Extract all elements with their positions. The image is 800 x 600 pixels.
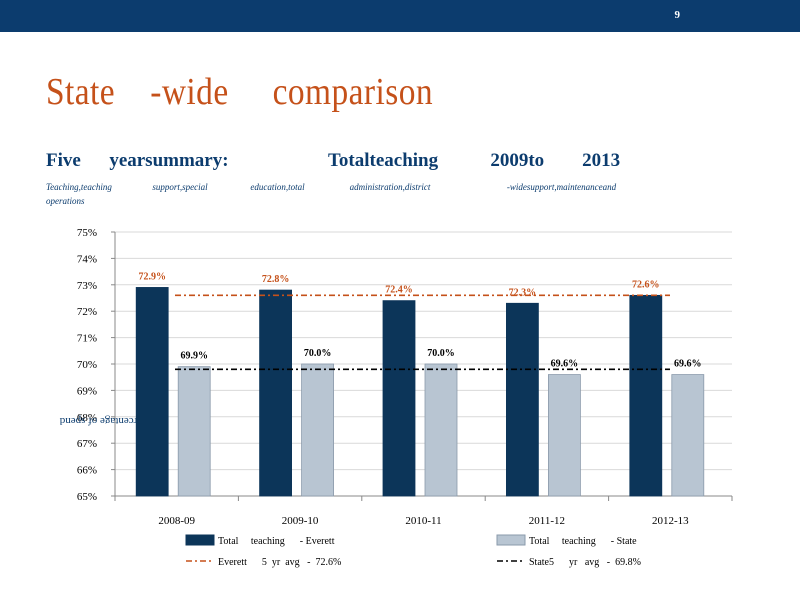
y-tick-label: 75% (77, 227, 97, 239)
bar-state (548, 374, 581, 497)
x-tick-label: 2011-12 (529, 515, 565, 527)
data-label: 70.0% (427, 348, 455, 359)
y-tick-label: 67% (77, 438, 97, 450)
y-tick-label: 69% (77, 385, 97, 397)
y-tick-label: 72% (77, 306, 97, 318)
y-tick-label: 66% (77, 465, 97, 477)
bar-everett (135, 287, 169, 497)
legend-label-everett-avg: Everett 5 yr avg - 72.6% (218, 557, 341, 568)
data-label: 72.9% (138, 271, 166, 282)
bar-everett (382, 300, 416, 497)
data-label: 69.9% (180, 351, 208, 362)
legend-swatch-everett (185, 534, 215, 546)
legend-label-everett: Total teaching - Everett (218, 536, 335, 547)
header-bar: 9 (0, 0, 800, 32)
slide-title: State -wide comparison (46, 71, 434, 113)
data-label: 69.6% (674, 359, 702, 370)
legend-label-state-avg: State5 yr avg - 69.8% (529, 557, 641, 568)
data-label: 70.0% (304, 348, 332, 359)
y-tick-label: 73% (77, 280, 97, 292)
y-axis-label: Percentage of spend (59, 415, 148, 427)
legend-label-state: Total teaching - State (529, 536, 637, 547)
bar-state (424, 363, 458, 497)
y-tick-label: 68% (77, 412, 97, 424)
x-tick-label: 2012-13 (652, 515, 689, 527)
y-tick-label: 65% (77, 491, 97, 503)
data-label: 72.6% (632, 279, 660, 290)
legend-swatch-state (496, 534, 526, 546)
chart-caption: Teaching,teaching support,special educat… (46, 182, 617, 206)
x-tick-label: 2009-10 (282, 515, 319, 527)
data-label: 69.6% (551, 359, 579, 370)
bar-state (177, 366, 211, 497)
data-label: 72.8% (262, 274, 290, 285)
page-number: 9 (674, 9, 681, 21)
x-tick-label: 2008-09 (158, 515, 195, 527)
bar-state (671, 374, 705, 497)
bar-state (301, 363, 335, 497)
x-tick-label: 2010-11 (405, 515, 441, 527)
bar-everett (629, 294, 663, 497)
data-label: 72.4% (385, 285, 413, 296)
bar-everett (505, 302, 539, 497)
bar-everett (259, 289, 293, 497)
y-tick-label: 74% (77, 253, 97, 265)
y-tick-label: 71% (77, 333, 97, 345)
data-label: 72.3% (509, 287, 537, 298)
y-tick-label: 70% (77, 359, 97, 371)
chart-subtitle: Five yearsummary: Totalteaching 2009to 2… (46, 150, 621, 171)
